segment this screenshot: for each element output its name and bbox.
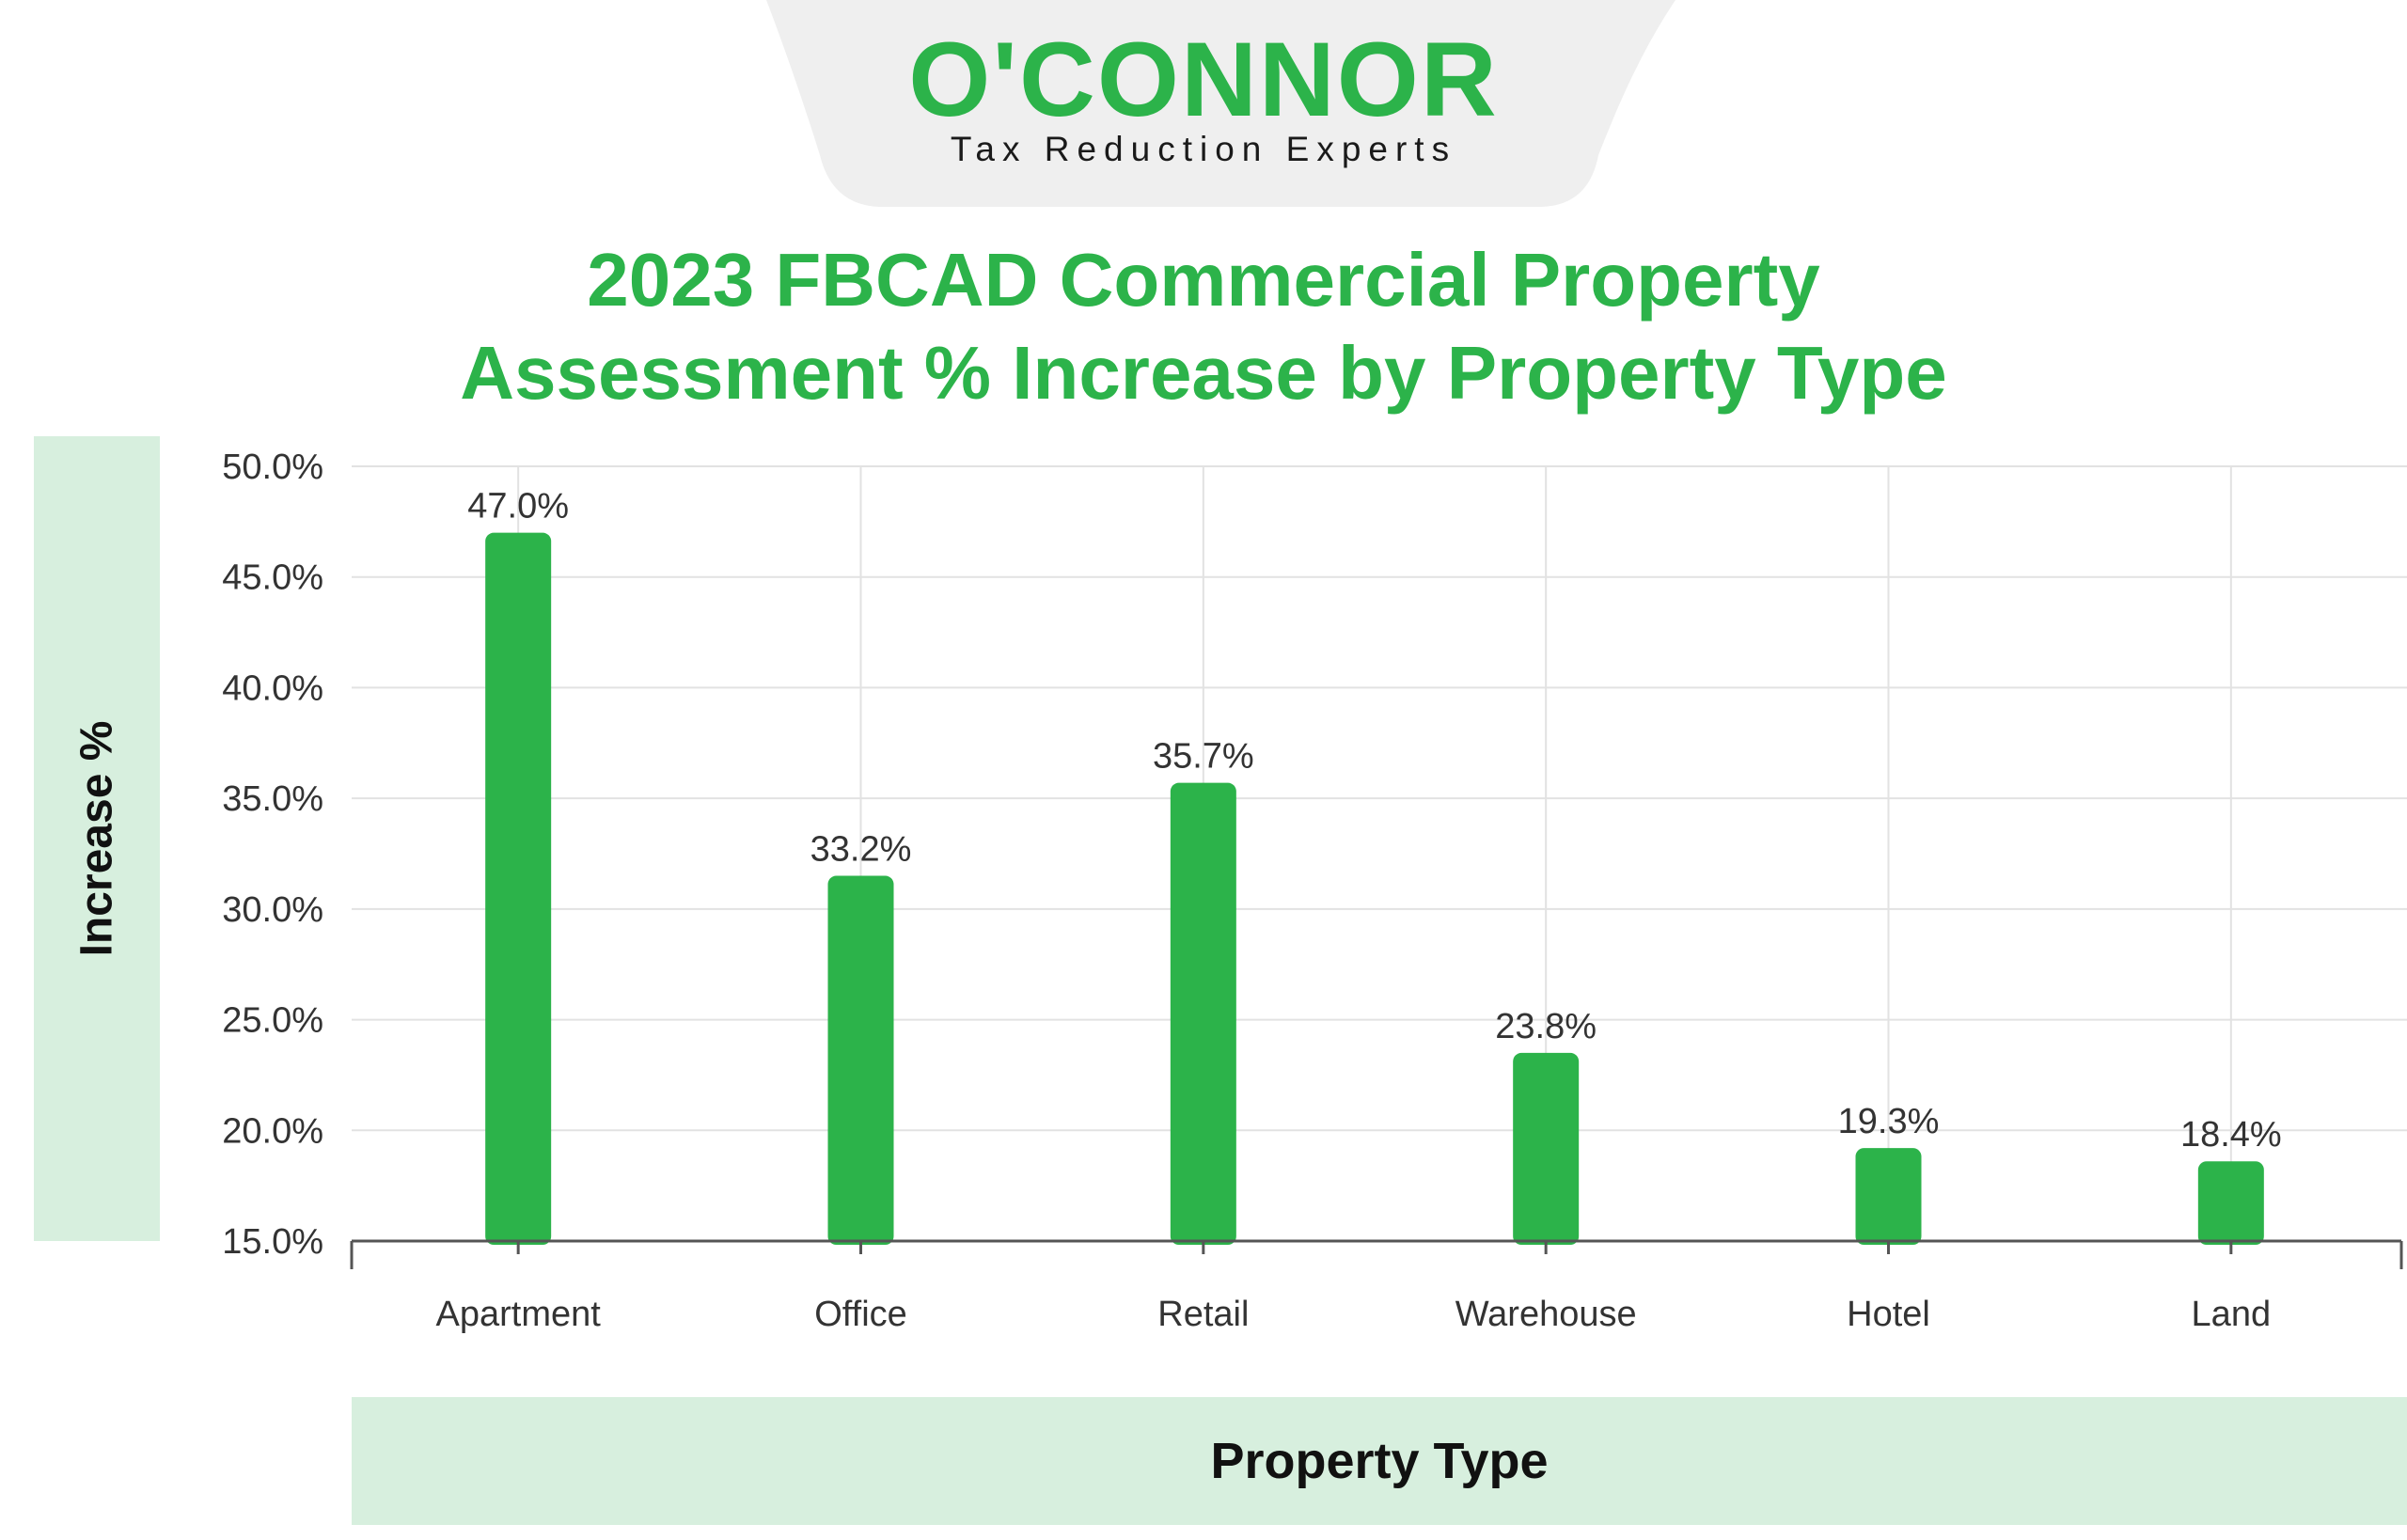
bar-value-label: 33.2%	[810, 830, 912, 870]
chart-title-line-1: 2023 FBCAD Commercial Property	[587, 238, 1820, 322]
x-tick-label: Warehouse	[1455, 1295, 1637, 1334]
x-tick-label: Land	[2192, 1295, 2272, 1334]
bar-retail	[1170, 782, 1236, 1245]
bar-value-label: 19.3%	[1838, 1102, 1940, 1141]
y-tick-label: 30.0%	[222, 890, 323, 930]
x-axis-label: Property Type	[1210, 1433, 1549, 1489]
y-axis-label-box: Increase %	[34, 436, 160, 1241]
chart-title: 2023 FBCAD Commercial Property Assessmen…	[263, 233, 2144, 419]
x-tick-label: Office	[814, 1295, 907, 1334]
brand-logo: O'CONNOR	[908, 21, 1499, 138]
chart-title-line-2: Assessment % Increase by Property Type	[460, 331, 1947, 415]
y-tick-label: 45.0%	[222, 558, 323, 598]
x-tick-label: Retail	[1157, 1295, 1249, 1334]
bar-warehouse	[1513, 1052, 1580, 1245]
bar-value-label: 18.4%	[2180, 1115, 2282, 1155]
bar-value-label: 47.0%	[467, 487, 569, 526]
y-tick-label: 15.0%	[222, 1222, 323, 1262]
y-tick-label: 35.0%	[222, 779, 323, 819]
bar-value-label: 35.7%	[1153, 737, 1254, 777]
x-tick-label: Apartment	[436, 1295, 602, 1334]
y-tick-label: 25.0%	[222, 1001, 323, 1041]
bar-land	[2197, 1161, 2264, 1245]
x-axis-label-box: Property Type	[352, 1397, 2407, 1525]
bar-apartment	[485, 532, 552, 1245]
bar-office	[827, 875, 894, 1245]
bar-value-label: 23.8%	[1495, 1007, 1597, 1046]
logo-backdrop	[766, 0, 1675, 207]
bar-hotel	[1855, 1148, 1922, 1245]
y-tick-label: 50.0%	[222, 448, 323, 487]
x-tick-label: Hotel	[1847, 1295, 1930, 1334]
y-tick-label: 20.0%	[222, 1111, 323, 1151]
logo-panel: O'CONNOR Tax Reduction Experts	[0, 0, 2407, 216]
brand-tagline: Tax Reduction Experts	[950, 130, 1457, 168]
y-tick-label: 40.0%	[222, 668, 323, 708]
